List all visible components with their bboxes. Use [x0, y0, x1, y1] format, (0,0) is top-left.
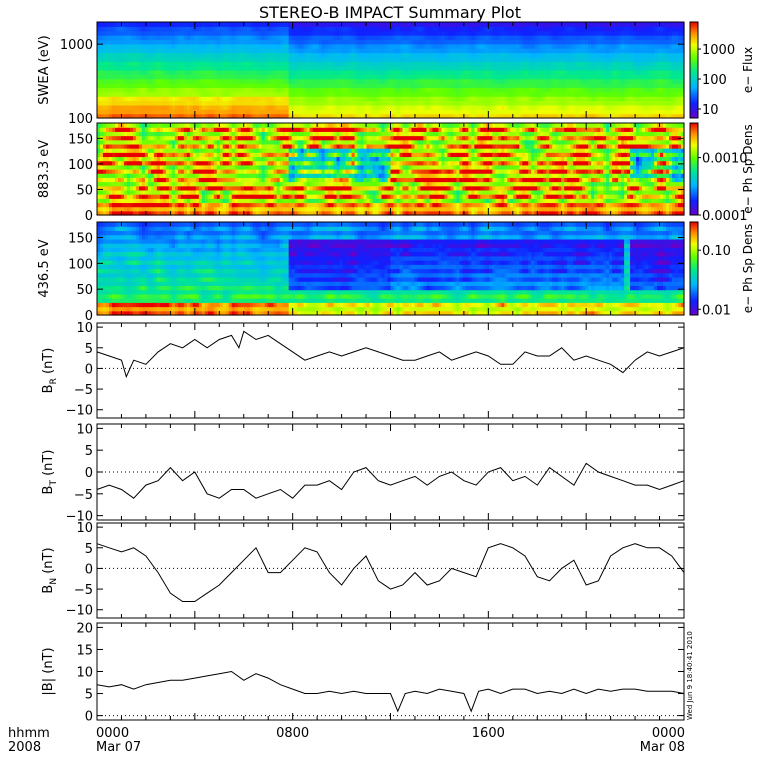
x-tick-label: 1600	[472, 726, 505, 741]
y-tick-label: −5	[74, 383, 93, 398]
y-tick-label: 5	[85, 542, 93, 557]
pad436-heatmap-cells	[97, 222, 685, 316]
x-row-label: hhmm	[8, 726, 50, 741]
br-series-line	[96, 330, 685, 379]
y-axis-label: 883.3 eV	[37, 140, 52, 198]
y-tick-label: 20	[76, 621, 93, 636]
pad436-colorbar: 0.01 0.10 e− Ph Sp Dens	[689, 221, 755, 318]
bn-series-line	[96, 543, 685, 602]
y-axis-label: 436.5 eV	[37, 239, 52, 297]
plot-title: STEREO-B IMPACT Summary Plot	[259, 3, 521, 22]
colorbar-tick-label: 1000	[702, 43, 735, 58]
y-tick-label: 5	[85, 342, 93, 357]
colorbar-tick-label: 0.0001	[702, 209, 748, 224]
y-axis-label: |B| (nT)	[41, 647, 56, 695]
y-tick-label: 0	[85, 710, 93, 725]
y-tick-label: 5	[85, 444, 93, 459]
y-tick-label: 10	[76, 666, 93, 681]
colorbar-tick-label: 10	[702, 103, 719, 118]
y-axis-label: SWEA (eV)	[37, 35, 52, 104]
y-tick-label: 100	[68, 158, 93, 173]
x-tick-label: 0000	[652, 726, 685, 741]
y-tick-label: 0	[85, 562, 93, 577]
y-tick-label: 1000	[60, 38, 93, 53]
y-tick-label: 100	[68, 257, 93, 272]
x-tick-date-label: Mar 07	[96, 740, 141, 755]
x-year-label: 2008	[8, 740, 41, 755]
swea-heatmap-cells	[97, 22, 685, 119]
colorbar-label: e− Ph Sp Dens	[741, 124, 755, 213]
y-tick-label: 15	[76, 643, 93, 658]
colorbar-tick-label: 0.0010	[702, 152, 748, 167]
panel-bt: BT (nT) −10 −5 0 5 10	[41, 422, 685, 525]
x-tick-label: 0000	[96, 726, 129, 741]
panel-frame	[96, 322, 685, 419]
y-tick-label: 0	[85, 309, 93, 324]
btot-series-line	[96, 670, 685, 713]
y-tick-label: 150	[68, 132, 93, 147]
y-axis-label: BR (nT)	[41, 348, 59, 394]
colorbar-label: e− Flux	[741, 47, 755, 93]
panel-br: BR (nT) −10 −5 0 5 10	[41, 321, 685, 419]
panel-swea: 10 100 1000 e− Flux SWEA (eV) 100 1000	[37, 21, 755, 127]
panel-bn: BN (nT) −10 −5 0 5 10	[41, 521, 685, 619]
panel-frame	[96, 522, 685, 619]
x-tick-label: 0800	[276, 726, 309, 741]
x-tick-date-label: Mar 08	[640, 740, 685, 755]
y-tick-label: 150	[68, 232, 93, 247]
bt-series-line	[96, 462, 685, 499]
colorbar-tick-label: 0.10	[702, 244, 731, 259]
y-tick-label: 50	[76, 283, 93, 298]
y-tick-label: 0	[85, 466, 93, 481]
colorbar-tick-label: 0.01	[702, 303, 731, 318]
y-tick-label: −5	[74, 583, 93, 598]
panel-pad436: 0.01 0.10 e− Ph Sp Dens 436.5 eV 0 50 100 150	[37, 221, 755, 324]
y-axis-label: BT (nT)	[41, 450, 59, 495]
colorbar-label: e− Ph Sp Dens	[741, 224, 755, 313]
panel-frame	[96, 622, 685, 721]
y-tick-label: −10	[66, 404, 93, 419]
y-tick-label: 10	[76, 422, 93, 437]
colorbar-tick-label: 100	[702, 73, 727, 88]
y-tick-label: 0	[85, 209, 93, 224]
y-tick-label: −10	[66, 510, 93, 525]
panel-btot: |B| (nT) 0 5 10 15 20	[41, 621, 685, 725]
y-tick-label: 100	[68, 112, 93, 127]
pad883-heatmap-cells	[97, 123, 685, 216]
y-tick-label: −10	[66, 604, 93, 619]
swea-colorbar: 10 100 1000 e− Flux	[689, 21, 755, 119]
y-tick-label: 0	[85, 362, 93, 377]
y-tick-label: 10	[76, 521, 93, 536]
y-tick-label: 10	[76, 321, 93, 336]
y-tick-label: 50	[76, 183, 93, 198]
generation-timestamp: Wed Jun 9 18:40:41 2010	[686, 631, 694, 720]
y-tick-label: 5	[85, 688, 93, 703]
y-axis-label: BN (nT)	[41, 547, 59, 593]
y-tick-label: −5	[74, 488, 93, 503]
